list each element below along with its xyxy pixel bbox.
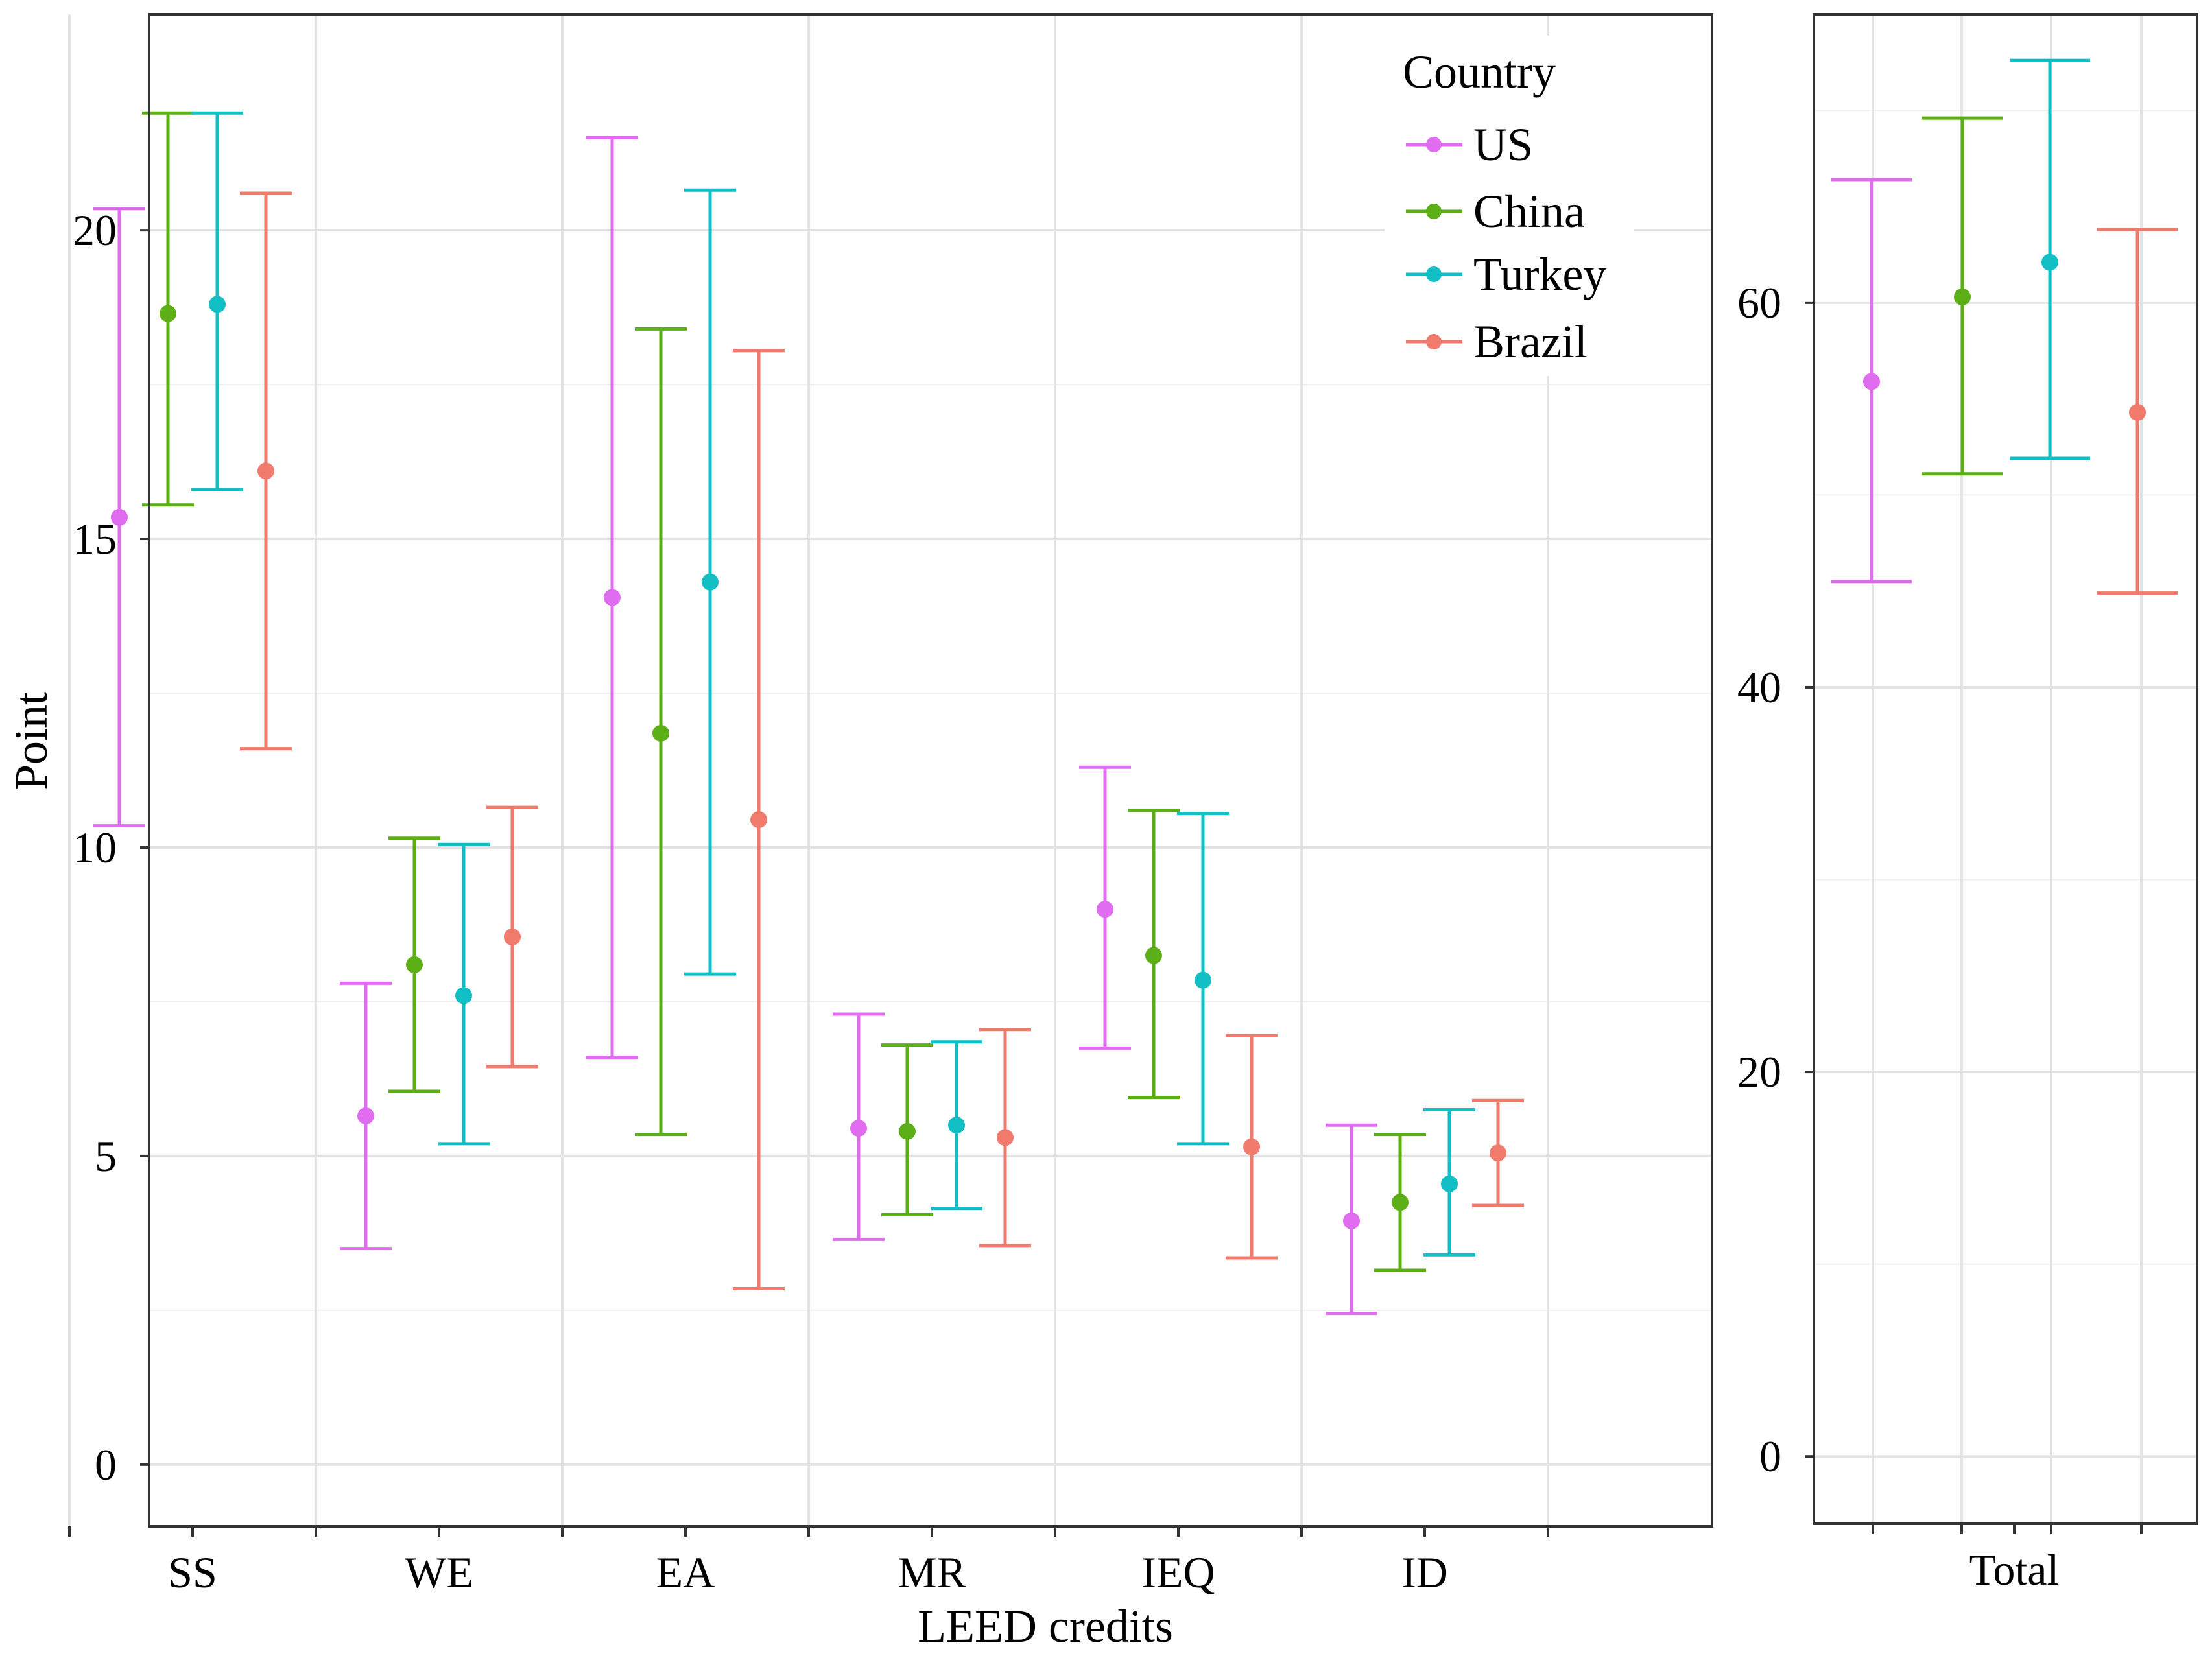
y-tick-label: 20 <box>73 206 117 255</box>
panel-background <box>1814 14 2197 1524</box>
point-turkey-total <box>2041 254 2058 271</box>
panel-border <box>1813 13 2198 1525</box>
x-tick-label-mr: MR <box>898 1548 966 1597</box>
point-turkey-mr <box>948 1117 965 1134</box>
point-us-ieq <box>1097 901 1113 918</box>
legend-key-point-china <box>1426 204 1442 219</box>
point-turkey-id <box>1441 1175 1458 1192</box>
legend-key-point-us <box>1426 137 1442 152</box>
right-panel: 0 20 40 60 Total <box>1737 13 2198 1594</box>
point-brazil-ieq <box>1243 1138 1260 1155</box>
point-us-total <box>1863 373 1880 390</box>
point-us-we <box>357 1107 374 1125</box>
y-tick-label: 0 <box>95 1440 117 1489</box>
y-axis-title: Point <box>5 692 57 790</box>
point-brazil-ea <box>750 811 767 829</box>
x-axis-title: LEED credits <box>918 1600 1173 1652</box>
x-tick-label-ieq: IEQ <box>1141 1548 1215 1597</box>
x-tick-label-total: Total <box>1969 1545 2060 1594</box>
point-brazil-ss <box>257 462 274 480</box>
y-tick-label: 10 <box>73 823 117 872</box>
point-china-ieq <box>1145 947 1162 964</box>
point-us-id <box>1343 1212 1360 1229</box>
legend-title: Country <box>1403 46 1556 98</box>
point-turkey-ieq <box>1195 971 1211 989</box>
point-brazil-total <box>2129 403 2146 421</box>
legend-label-china: China <box>1473 185 1585 237</box>
legend-key-point-brazil <box>1426 334 1442 349</box>
legend-background <box>1385 36 1634 376</box>
legend-key-point-turkey <box>1426 266 1442 282</box>
point-china-ss <box>160 305 176 322</box>
legend-label-brazil: Brazil <box>1473 316 1588 368</box>
x-tick-label-we: WE <box>405 1548 473 1597</box>
point-china-we <box>406 956 423 973</box>
point-brazil-mr <box>997 1129 1014 1146</box>
point-brazil-we <box>504 928 521 945</box>
y-tick-label: 20 <box>1737 1047 1781 1096</box>
y-tick-label: 15 <box>73 514 117 563</box>
point-brazil-id <box>1490 1144 1506 1162</box>
point-us-mr <box>850 1120 867 1137</box>
point-china-total <box>1954 288 1971 305</box>
legend-label-turkey: Turkey <box>1473 248 1606 300</box>
y-tick-label: 40 <box>1737 663 1781 712</box>
legend-label-us: US <box>1473 119 1533 171</box>
x-tick-label-ss: SS <box>168 1548 217 1597</box>
point-china-id <box>1392 1194 1409 1211</box>
point-china-mr <box>899 1122 916 1140</box>
y-tick-label: 5 <box>95 1131 117 1181</box>
point-turkey-ea <box>702 573 719 591</box>
point-us-ea <box>604 589 621 606</box>
point-turkey-ss <box>209 296 226 313</box>
legend: Country US China Turkey Brazil <box>1385 36 1634 376</box>
x-tick-label-ea: EA <box>656 1548 715 1597</box>
point-us-ss <box>111 508 128 526</box>
y-tick-label: 0 <box>1759 1432 1781 1481</box>
x-tick-label-id: ID <box>1401 1548 1448 1597</box>
point-turkey-we <box>455 987 472 1004</box>
y-tick-label: 60 <box>1737 278 1781 327</box>
point-china-ea <box>652 724 669 742</box>
